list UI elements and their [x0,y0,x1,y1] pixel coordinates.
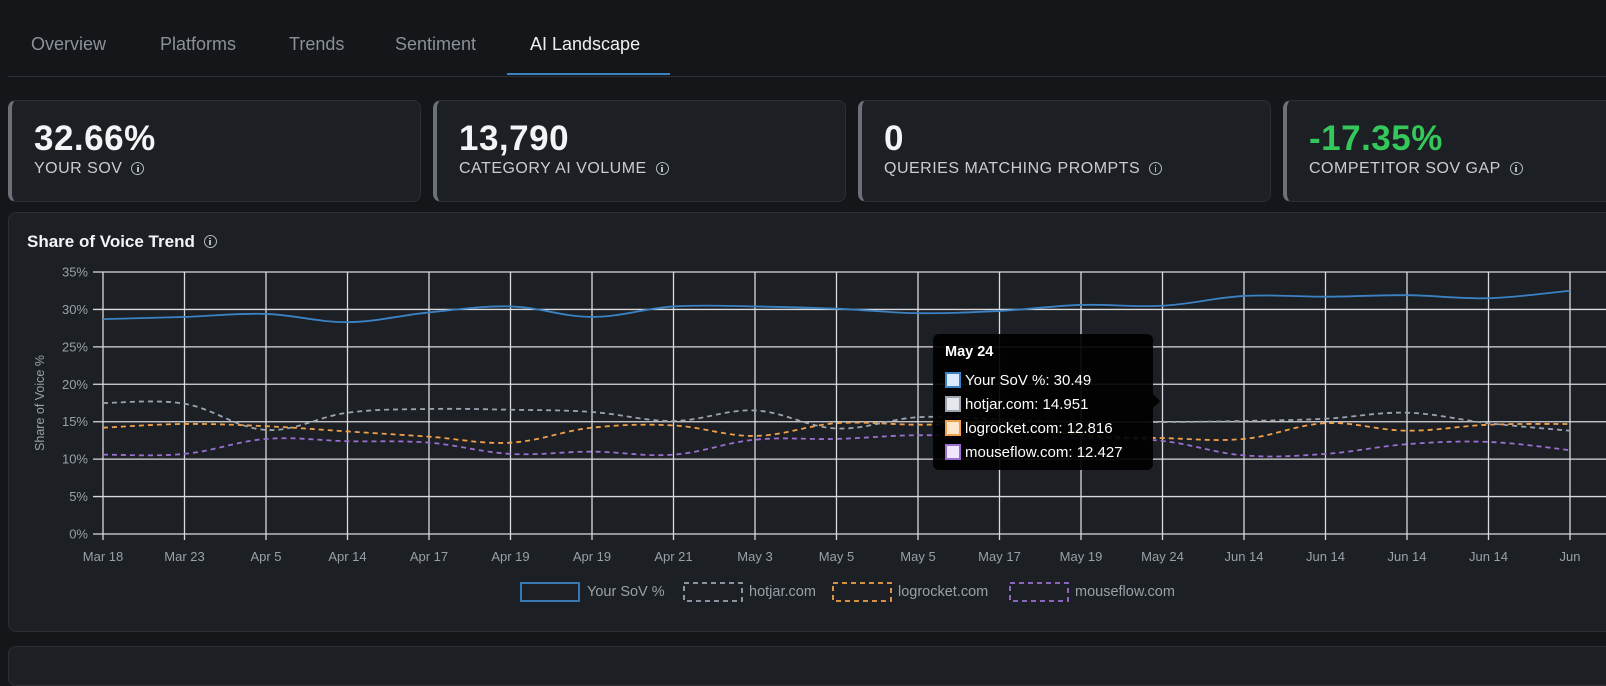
kpi-label: QUERIES MATCHING PROMPTS [884,160,1163,178]
kpi-label: COMPETITOR SOV GAP [1309,160,1523,178]
y-tick-label: 15% [62,414,88,429]
x-tick-label: May 24 [1141,549,1184,564]
active-tab-indicator [507,73,670,75]
legend-label: mouseflow.com [1075,584,1175,600]
x-tick-label: Apr 17 [410,549,448,564]
x-tick-label: Apr 19 [573,549,611,564]
y-tick-label: 5% [69,489,88,504]
kpi-label-text: YOUR SOV [34,160,123,177]
x-tick-label: Apr 5 [250,549,281,564]
series-line-hotjar-com [102,400,1571,432]
legend-label: logrocket.com [898,584,988,600]
x-tick-label: May 17 [978,549,1021,564]
kpi-card-competitor-sov-gap: -17.35% COMPETITOR SOV GAP [1283,100,1606,202]
y-tick-label: 10% [62,452,88,467]
x-tick-label: May 3 [737,549,772,564]
tab-ai-landscape[interactable]: AI Landscape [530,34,641,54]
y-tick-label: 20% [62,377,88,392]
kpi-label-text: QUERIES MATCHING PROMPTS [884,160,1141,177]
y-tick-label: 35% [62,265,88,280]
x-tick-label: Apr 14 [328,549,366,564]
tooltip-row: Your SoV %: 30.49 [945,368,1141,392]
tooltip-row-text: logrocket.com: 12.816 [965,419,1113,437]
kpi-card-category-ai-volume: 13,790 CATEGORY AI VOLUME [433,100,846,202]
tab-bar: Overview Platforms Trends Sentiment AI L… [8,0,1606,77]
panel-title: Share of Voice Trend [27,232,217,252]
y-axis-label: Share of Voice % [33,355,47,451]
info-icon[interactable] [131,161,145,175]
series-line-your-sov- [102,289,1571,324]
kpi-card-queries-matching-prompts: 0 QUERIES MATCHING PROMPTS [858,100,1271,202]
x-tick-label: Jun 14 [1306,549,1345,564]
kpi-card-your-sov: 32.66% YOUR SOV [8,100,421,202]
legend-swatch-icon [1009,582,1069,602]
legend-label: hotjar.com [749,584,816,600]
x-tick-label: May 19 [1060,549,1103,564]
tooltip-title: May 24 [945,344,994,360]
kpi-label-text: COMPETITOR SOV GAP [1309,160,1501,177]
panel-title-text: Share of Voice Trend [27,232,195,251]
tooltip-row: logrocket.com: 12.816 [945,416,1141,440]
tooltip-row: hotjar.com: 14.951 [945,392,1141,416]
kpi-label: YOUR SOV [34,160,145,178]
x-tick-label: Jun [1560,549,1581,564]
series-line-logrocket-com [102,421,1571,444]
tab-sentiment[interactable]: Sentiment [395,34,477,54]
kpi-value: 0 [884,119,904,158]
y-tick-label: 0% [69,527,88,542]
x-tick-label: May 5 [900,549,935,564]
tab-platforms[interactable]: Platforms [160,34,237,54]
y-tick-label: 30% [62,302,88,317]
tab-trends[interactable]: Trends [289,34,345,54]
kpi-value: 32.66% [34,119,156,158]
info-icon[interactable] [1509,161,1523,175]
kpi-value: 13,790 [459,119,570,158]
tooltip-row-text: Your SoV %: 30.49 [965,371,1092,389]
tooltip-row: mouseflow.com: 12.427 [945,440,1141,464]
series-line-mouseflow-com [102,434,1571,458]
sov-line-chart[interactable]: 0% 5% 10% 15% 20% 25% 30% 35% Mar 18 Mar 23 Apr 5 A… [0,0,1606,670]
y-tick-label: 25% [62,339,88,354]
legend-swatch-icon [832,582,892,602]
swatch-icon [945,444,961,460]
x-tick-label: Mar 18 [83,549,123,564]
swatch-icon [945,396,961,412]
kpi-value: -17.35% [1309,119,1443,158]
x-tick-label: Mar 23 [164,549,204,564]
kpi-label: CATEGORY AI VOLUME [459,160,669,178]
next-panel [8,646,1606,686]
legend-label: Your SoV % [587,584,665,600]
x-tick-label: May 5 [819,549,854,564]
x-tick-label: Jun 14 [1387,549,1426,564]
info-icon[interactable] [203,234,217,248]
info-icon[interactable] [655,161,669,175]
kpi-label-text: CATEGORY AI VOLUME [459,160,647,177]
info-icon[interactable] [1149,161,1163,175]
swatch-icon [945,372,961,388]
tooltip-row-text: hotjar.com: 14.951 [965,395,1089,413]
x-tick-label: Apr 21 [654,549,692,564]
x-tick-label: Apr 19 [491,549,529,564]
swatch-icon [945,420,961,436]
legend-swatch-icon [683,582,743,602]
tooltip-row-text: mouseflow.com: 12.427 [965,443,1123,461]
legend-swatch-icon [520,582,580,602]
chart-tooltip: May 24 Your SoV %: 30.49 hotjar.com: 14.… [933,334,1160,470]
x-tick-label: Jun 14 [1469,549,1508,564]
tab-overview[interactable]: Overview [31,34,107,54]
x-tick-label: Jun 14 [1224,549,1263,564]
